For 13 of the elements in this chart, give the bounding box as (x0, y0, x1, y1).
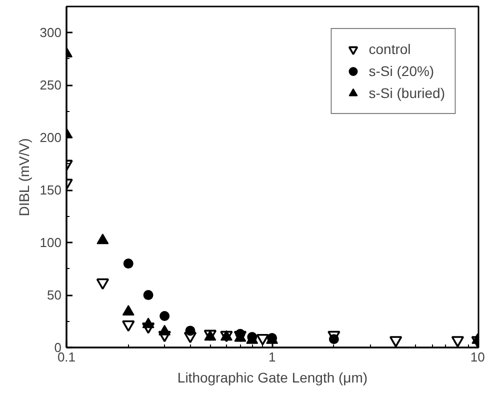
x-tick-label: 1 (268, 350, 276, 364)
y-tick-label: 150 (40, 182, 62, 198)
y-tick-label: 100 (40, 235, 62, 250)
x-axis-title: Lithographic Gate Length (μm) (177, 370, 368, 386)
legend-label: control (368, 41, 411, 57)
x-tick-label: 10 (470, 350, 485, 364)
y-tick-label: 250 (40, 78, 62, 93)
legend-label: s-Si (20%) (368, 63, 434, 79)
y-tick-label: 300 (40, 25, 62, 40)
legend-label: s-Si (buried) (368, 85, 445, 101)
y-axis-title: DIBL (mV/V) (16, 138, 32, 216)
y-tick-label: 200 (40, 130, 62, 146)
y-tick-label: 50 (47, 288, 62, 303)
